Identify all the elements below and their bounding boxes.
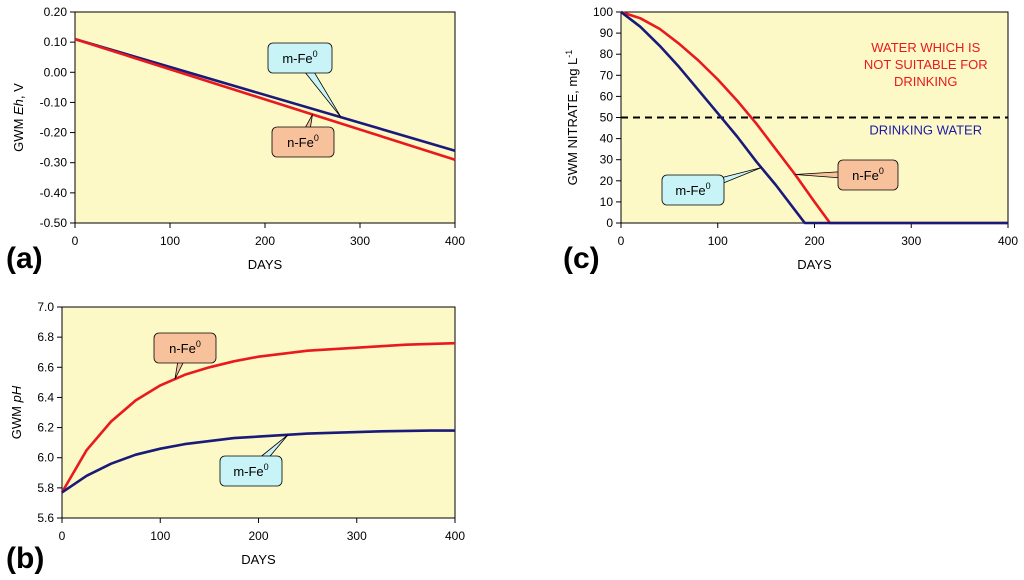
chart-b-callout-label: n-Fe0 — [169, 339, 201, 356]
chart-c-region-label: DRINKING WATER — [869, 122, 982, 137]
chart-b-ytick-label: 5.6 — [37, 511, 54, 525]
chart-b-ytick-label: 7.0 — [37, 300, 54, 314]
chart-b-ytick-label: 6.6 — [37, 360, 54, 374]
chart-b-callout: m-Fe0 — [219, 434, 289, 487]
chart-c-ytick-label: 50 — [600, 111, 614, 125]
chart-b-callout-label: m-Fe0 — [233, 462, 268, 479]
chart-a-callout-box — [271, 126, 335, 158]
chart-b-callout-box — [153, 332, 217, 364]
chart-a-plot-area — [74, 11, 456, 224]
chart-a-ytick-label: -0.50 — [40, 216, 68, 230]
chart-c-xlabel: DAYS — [797, 257, 832, 272]
chart-c-callout-label: n-Fe0 — [852, 166, 884, 183]
chart-c-callout-box — [837, 159, 899, 191]
chart-a-xtick-label: 300 — [350, 234, 370, 248]
chart-a-xlabel: DAYS — [248, 257, 283, 272]
chart-c-xtick-label: 100 — [708, 234, 728, 248]
chart-b-ylabel: GWM pH — [9, 385, 24, 439]
chart-c-series-line — [620, 10, 1008, 225]
chart-b-xtick-label: 100 — [150, 529, 170, 543]
chart-c-region-label: WATER WHICH IS NOT SUITABLE FOR DRINKING — [864, 40, 988, 89]
chart-b-series-line — [60, 341, 456, 494]
chart-c-callout-label: m-Fe0 — [675, 181, 710, 198]
chart-a: 0.20 0.10 0.00 -0.10 -0.20 -0.30 -0.40 -0.50 0 10… — [6, 5, 465, 275]
chart-b-ytick-label: 5.8 — [37, 481, 54, 495]
chart-c-ytick-label: 90 — [600, 26, 614, 40]
chart-c-xtick-label: 0 — [618, 234, 625, 248]
chart-c-ytick-label: 80 — [600, 47, 614, 61]
chart-a-ytick-label: -0.40 — [40, 186, 68, 200]
chart-a-callout: m-Fe0 — [267, 42, 342, 118]
chart-c-ytick-label: 40 — [600, 132, 614, 146]
chart-a-ytick-label: -0.30 — [40, 156, 68, 170]
chart-c-ytick-label: 0 — [606, 216, 613, 230]
chart-c-ytick-label: 20 — [600, 174, 614, 188]
chart-a-xtick-label: 0 — [72, 234, 79, 248]
chart-c-xtick-label: 300 — [901, 234, 921, 248]
chart-c-ytick-label: 10 — [600, 195, 614, 209]
chart-b-series-line — [61, 429, 455, 494]
chart-c-xtick-label: 400 — [998, 234, 1018, 248]
chart-c-ylabel: GWM NITRATE, mg L-1 — [564, 50, 580, 186]
chart-a-xtick-label: 200 — [255, 234, 275, 248]
chart-b-ytick-label: 6.4 — [37, 390, 54, 404]
chart-a-xtick-label: 100 — [160, 234, 180, 248]
chart-b-ytick-label: 6.2 — [37, 421, 54, 435]
chart-c-callout: m-Fe0 — [661, 167, 762, 206]
chart-a-panel-label: (a) — [6, 242, 43, 275]
chart-c-callout-box — [661, 174, 725, 206]
chart-c-panel-label: (c) — [563, 242, 600, 275]
chart-a-ylabel: GWM Eh, V — [11, 83, 26, 152]
chart-a-series-line — [74, 37, 456, 152]
chart-a-callout-label: m-Fe0 — [282, 49, 317, 66]
chart-a-callout-box — [267, 42, 333, 74]
chart-b-callout-box — [219, 455, 283, 487]
chart-b-callout: n-Fe0 — [153, 332, 217, 380]
chart-b-panel-label: (b) — [6, 542, 44, 575]
chart-a-xtick-label: 400 — [445, 234, 465, 248]
chart-a-ytick-label: -0.20 — [40, 126, 68, 140]
chart-a-callout-label: n-Fe0 — [287, 133, 319, 150]
chart-a-series-line — [74, 37, 456, 161]
chart-c-ytick-label: 100 — [593, 5, 613, 19]
chart-b-xtick-label: 400 — [445, 529, 465, 543]
chart-c-callout: n-Fe0 — [795, 159, 899, 191]
chart-b-ytick-label: 6.8 — [37, 330, 54, 344]
chart-b: 7.0 6.8 6.6 6.4 6.2 6.0 5.8 5.6 0 100 200 300 400 DAY… — [6, 300, 465, 575]
chart-a-ytick-label: 0.00 — [44, 65, 68, 79]
chart-a-ytick-label: 0.20 — [44, 5, 68, 19]
chart-c-ytick-label: 30 — [600, 153, 614, 167]
chart-b-ytick-label: 6.0 — [37, 451, 54, 465]
chart-a-ytick-label: -0.10 — [40, 95, 68, 109]
chart-b-xtick-label: 200 — [248, 529, 268, 543]
chart-b-xtick-label: 300 — [347, 529, 367, 543]
chart-c-xtick-label: 200 — [804, 234, 824, 248]
chart-b-xtick-label: 0 — [59, 529, 66, 543]
chart-b-xlabel: DAYS — [241, 552, 276, 567]
chart-c-series-line — [620, 10, 1008, 225]
chart-a-ytick-label: 0.10 — [44, 35, 68, 49]
chart-c-ytick-label: 70 — [600, 68, 614, 82]
chart-c-ytick-label: 60 — [600, 89, 614, 103]
chart-a-callout: n-Fe0 — [271, 114, 335, 158]
